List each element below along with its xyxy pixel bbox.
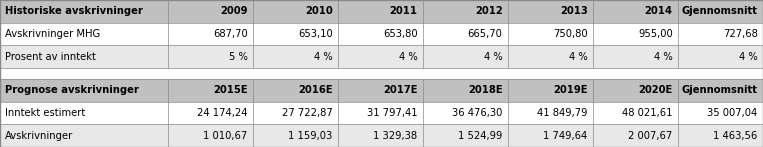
Bar <box>338 79 423 102</box>
Text: Gjennomsnitt: Gjennomsnitt <box>681 85 758 95</box>
Bar <box>168 0 253 23</box>
Text: 4 %: 4 % <box>314 52 333 62</box>
Bar <box>253 102 338 124</box>
Text: 665,70: 665,70 <box>468 29 503 39</box>
Text: 1 159,03: 1 159,03 <box>288 131 333 141</box>
Text: 5 %: 5 % <box>229 52 247 62</box>
Text: 36 476,30: 36 476,30 <box>452 108 503 118</box>
Bar <box>678 102 763 124</box>
Bar <box>593 45 678 68</box>
Bar <box>508 124 593 147</box>
Bar <box>338 124 423 147</box>
Bar <box>593 102 678 124</box>
Bar <box>168 79 253 102</box>
Bar <box>423 102 508 124</box>
Text: 750,80: 750,80 <box>553 29 588 39</box>
Text: 4 %: 4 % <box>399 52 417 62</box>
Text: 2020E: 2020E <box>639 85 673 95</box>
Text: 1 010,67: 1 010,67 <box>203 131 247 141</box>
Text: Prosent av inntekt: Prosent av inntekt <box>5 52 96 62</box>
Bar <box>508 0 593 23</box>
Bar <box>0 79 168 102</box>
Bar <box>0 68 763 79</box>
Bar <box>508 45 593 68</box>
Bar <box>423 79 508 102</box>
Text: 1 749,64: 1 749,64 <box>543 131 588 141</box>
Text: 653,10: 653,10 <box>298 29 333 39</box>
Text: 35 007,04: 35 007,04 <box>707 108 758 118</box>
Text: Inntekt estimert: Inntekt estimert <box>5 108 85 118</box>
Text: Gjennomsnitt: Gjennomsnitt <box>681 6 758 16</box>
Text: 687,70: 687,70 <box>213 29 247 39</box>
Text: 27 722,87: 27 722,87 <box>282 108 333 118</box>
Bar <box>253 0 338 23</box>
Bar <box>678 23 763 45</box>
Bar <box>678 124 763 147</box>
Bar <box>338 45 423 68</box>
Text: 41 849,79: 41 849,79 <box>537 108 588 118</box>
Bar <box>253 124 338 147</box>
Text: 4 %: 4 % <box>654 52 673 62</box>
Text: 2018E: 2018E <box>468 85 503 95</box>
Bar <box>253 45 338 68</box>
Bar <box>0 45 168 68</box>
Text: 2 007,67: 2 007,67 <box>629 131 673 141</box>
Bar <box>168 124 253 147</box>
Text: Avskrivninger: Avskrivninger <box>5 131 73 141</box>
Text: 955,00: 955,00 <box>638 29 673 39</box>
Text: 2017E: 2017E <box>383 85 417 95</box>
Bar <box>423 124 508 147</box>
Text: 2010: 2010 <box>304 6 333 16</box>
Bar <box>168 23 253 45</box>
Bar <box>593 0 678 23</box>
Text: 2013: 2013 <box>560 6 588 16</box>
Text: 48 021,61: 48 021,61 <box>622 108 673 118</box>
Text: 653,80: 653,80 <box>383 29 417 39</box>
Bar <box>593 79 678 102</box>
Text: 4 %: 4 % <box>739 52 758 62</box>
Bar <box>678 0 763 23</box>
Bar <box>423 45 508 68</box>
Bar <box>168 45 253 68</box>
Bar <box>168 102 253 124</box>
Bar <box>253 23 338 45</box>
Bar <box>338 0 423 23</box>
Bar <box>508 102 593 124</box>
Text: 727,68: 727,68 <box>723 29 758 39</box>
Text: 2019E: 2019E <box>553 85 588 95</box>
Bar <box>338 23 423 45</box>
Text: Prognose avskrivninger: Prognose avskrivninger <box>5 85 139 95</box>
Text: 2014: 2014 <box>645 6 673 16</box>
Bar <box>678 79 763 102</box>
Text: 2016E: 2016E <box>298 85 333 95</box>
Bar <box>508 23 593 45</box>
Bar <box>253 79 338 102</box>
Bar <box>593 124 678 147</box>
Text: 1 524,99: 1 524,99 <box>459 131 503 141</box>
Bar <box>338 102 423 124</box>
Bar <box>423 0 508 23</box>
Text: Avskrivninger MHG: Avskrivninger MHG <box>5 29 101 39</box>
Text: 2009: 2009 <box>220 6 247 16</box>
Text: 24 174,24: 24 174,24 <box>197 108 247 118</box>
Text: Historiske avskrivninger: Historiske avskrivninger <box>5 6 143 16</box>
Bar <box>0 124 168 147</box>
Bar <box>678 45 763 68</box>
Bar <box>0 102 168 124</box>
Bar <box>593 23 678 45</box>
Bar <box>423 23 508 45</box>
Text: 4 %: 4 % <box>569 52 588 62</box>
Text: 1 463,56: 1 463,56 <box>713 131 758 141</box>
Bar <box>0 0 168 23</box>
Bar <box>0 23 168 45</box>
Text: 4 %: 4 % <box>484 52 503 62</box>
Text: 1 329,38: 1 329,38 <box>373 131 417 141</box>
Text: 2011: 2011 <box>390 6 417 16</box>
Text: 2012: 2012 <box>475 6 503 16</box>
Bar <box>508 79 593 102</box>
Text: 31 797,41: 31 797,41 <box>367 108 417 118</box>
Text: 2015E: 2015E <box>213 85 247 95</box>
